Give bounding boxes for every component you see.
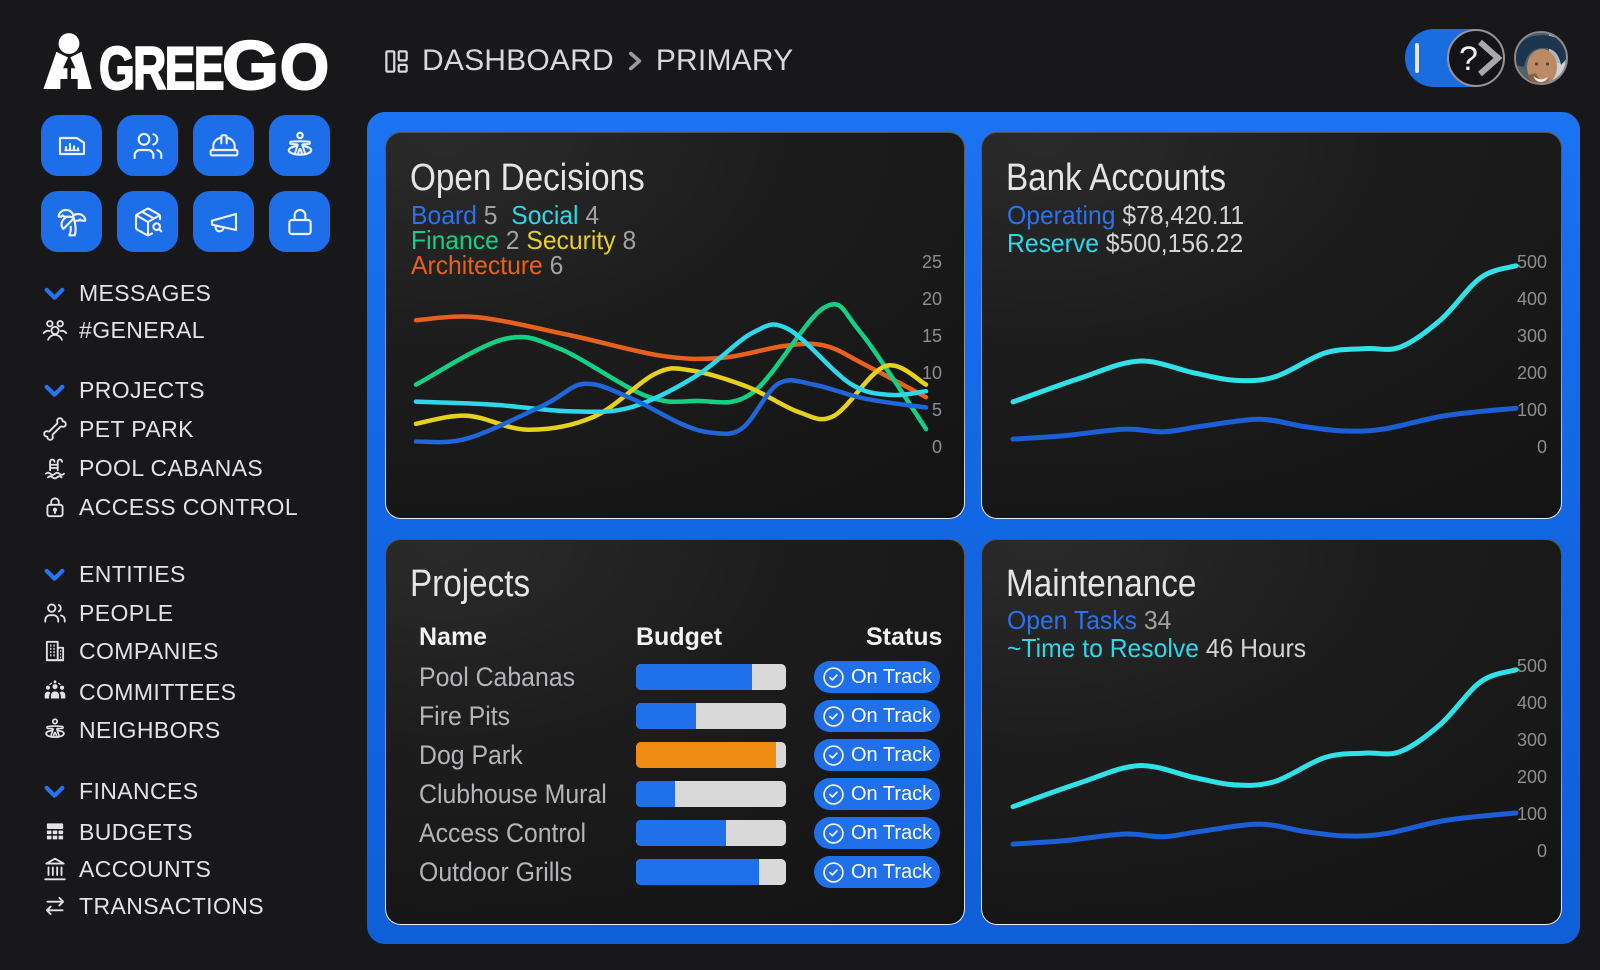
svg-text:?: ? — [1459, 40, 1478, 78]
svg-text:G: G — [222, 27, 279, 96]
svg-text:GREE: GREE — [99, 35, 223, 96]
svg-text:O: O — [280, 31, 329, 96]
